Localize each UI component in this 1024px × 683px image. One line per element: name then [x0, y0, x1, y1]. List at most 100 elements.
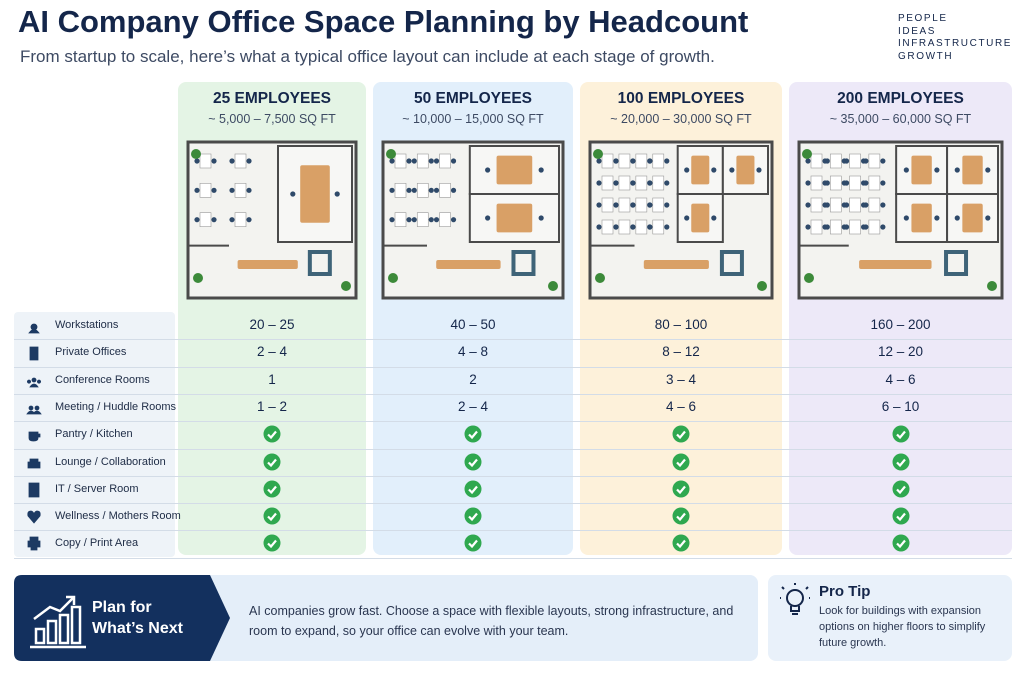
check-tick — [895, 458, 906, 467]
check-icon — [672, 534, 690, 552]
desk — [829, 197, 842, 213]
desk — [601, 175, 614, 191]
desk — [849, 219, 861, 235]
row-icon — [27, 510, 41, 524]
chair — [843, 158, 850, 164]
column-area: ~ 35,000 – 60,000 SQ FT — [829, 112, 972, 126]
tagline: PEOPLE IDEAS INFRASTRUCTURE GROWTH — [898, 13, 1012, 63]
floor-plan — [381, 140, 565, 300]
table — [911, 203, 932, 233]
chair — [954, 167, 960, 173]
cell-value: 20 – 25 — [249, 317, 295, 332]
desk — [199, 153, 212, 169]
chair — [406, 217, 412, 223]
chair — [985, 215, 991, 221]
tip-box — [768, 575, 1012, 661]
desk — [439, 153, 451, 169]
column-heading: 50 EMPLOYEES — [413, 90, 532, 107]
cell-value: 40 – 50 — [450, 317, 496, 332]
desk — [652, 175, 665, 191]
check-icon — [263, 425, 281, 443]
plant — [987, 281, 997, 291]
chair — [433, 217, 440, 223]
chair — [389, 158, 395, 164]
desk — [652, 219, 665, 235]
chair — [684, 167, 690, 173]
table — [911, 155, 932, 185]
desk — [849, 153, 861, 169]
chair — [903, 167, 909, 173]
title: AI Company Office Space Planning by Head… — [18, 4, 749, 39]
desk — [810, 175, 823, 191]
cell-value: 80 – 100 — [654, 317, 708, 332]
check-icon — [892, 534, 909, 552]
row-label: IT / Server Room — [55, 482, 139, 495]
desk — [394, 183, 407, 198]
desk — [849, 197, 861, 213]
chair — [613, 180, 619, 186]
chair — [824, 180, 830, 186]
tagline-word: PEOPLE — [898, 13, 948, 24]
desk — [868, 219, 881, 235]
chair — [805, 202, 811, 208]
plant — [193, 273, 203, 283]
check-circle — [672, 480, 690, 498]
check-circle — [892, 480, 909, 498]
desk — [829, 219, 842, 235]
chair — [954, 215, 960, 221]
check-tick — [267, 458, 277, 467]
chair — [450, 217, 457, 223]
check-circle — [263, 453, 281, 470]
desk — [868, 153, 881, 169]
check-icon — [672, 507, 690, 525]
row-divider — [14, 339, 1012, 341]
desk — [394, 212, 407, 227]
check-icon — [464, 534, 482, 552]
check-circle — [464, 425, 482, 443]
sofa — [719, 250, 744, 276]
chair — [428, 187, 434, 193]
chair — [229, 217, 235, 223]
chair — [805, 158, 811, 164]
cell-value: 4 – 6 — [885, 371, 916, 387]
table — [962, 203, 983, 233]
icon-shape — [26, 405, 42, 415]
table — [496, 203, 533, 233]
row-label: Meeting / Huddle Rooms — [55, 400, 177, 413]
icon-shape — [28, 323, 40, 334]
desk — [439, 183, 451, 198]
chair — [805, 224, 811, 230]
check-tick — [468, 512, 478, 522]
table — [962, 155, 983, 185]
check-circle — [263, 425, 281, 443]
chair — [664, 224, 670, 230]
check-icon — [892, 507, 909, 525]
chair — [538, 167, 544, 173]
chair — [411, 217, 417, 223]
chair — [647, 202, 653, 208]
check-circle — [672, 425, 690, 443]
check-tick — [676, 540, 686, 549]
table — [691, 203, 710, 233]
chair — [824, 202, 830, 208]
desk — [652, 153, 665, 169]
chair — [647, 224, 653, 230]
row-label: Private Offices — [55, 346, 127, 359]
column-heading: 200 EMPLOYEES — [837, 90, 964, 107]
row-icon — [26, 405, 42, 415]
check-icon — [892, 425, 909, 443]
check-icon — [263, 480, 281, 498]
check-circle — [263, 534, 281, 552]
desk — [868, 175, 881, 191]
column-heading: 100 EMPLOYEES — [617, 90, 745, 107]
desk — [652, 197, 665, 213]
chair — [729, 167, 735, 173]
check-circle — [672, 534, 690, 552]
check-tick — [676, 458, 686, 467]
desk — [810, 153, 823, 169]
desk — [635, 197, 648, 213]
chair — [428, 158, 434, 164]
check-icon — [672, 453, 690, 470]
chair — [630, 202, 636, 208]
